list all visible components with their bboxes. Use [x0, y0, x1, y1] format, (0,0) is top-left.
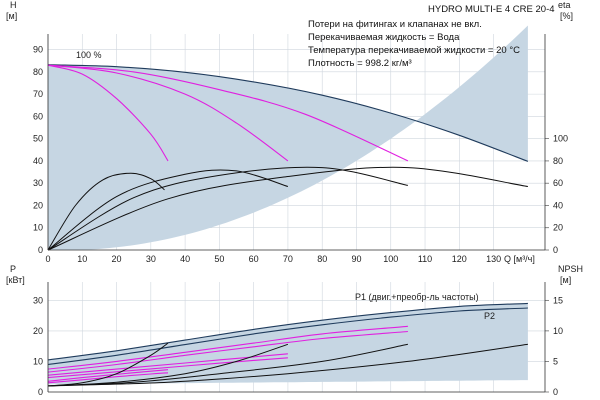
head-efficiency-panel: 0102030405060708090020406080100H[м]eta[%…: [6, 0, 573, 264]
curve-npsh-3: [47, 343, 408, 387]
y-left-tick-label: 40: [33, 156, 43, 166]
curve-eta-3: [47, 166, 408, 251]
p2-label: P2: [484, 311, 495, 321]
curve-h-1: [47, 64, 169, 162]
x-tick-label: 120: [452, 254, 467, 264]
curve-eta-2: [47, 169, 289, 251]
y-left-tick-label: 30: [33, 178, 43, 188]
x-tick-label: 110: [418, 254, 432, 264]
y-right-tick-label: 5: [553, 356, 558, 366]
curve-eta-4: [47, 166, 528, 251]
x-tick-label: 70: [283, 254, 293, 264]
y-left-tick-label: 30: [33, 295, 43, 305]
y-left-tick-label: 20: [33, 326, 43, 336]
y-left-tick-label: 0: [38, 387, 43, 397]
curve-h-100: [47, 64, 529, 162]
y-left-label: P: [10, 264, 16, 274]
y-right-tick-label: 20: [553, 223, 563, 233]
x-tick-label: 30: [146, 254, 156, 264]
curve-npsh-4: [47, 343, 528, 387]
curve-h-2: [47, 64, 289, 162]
chart-title: HYDRO MULTI-E 4 CRE 20-4: [428, 4, 555, 15]
x-tick-label: 50: [214, 254, 224, 264]
curve-p1-2: [47, 325, 408, 370]
p1-label: P1 (двиг.+преобр-ль частоты): [355, 292, 479, 302]
curve-p1-100: [47, 302, 528, 361]
note-1: Потери на фитингах и клапанах не вкл.: [308, 19, 482, 30]
x-tick-label: 60: [249, 254, 259, 264]
curve-p2-4: [47, 372, 169, 384]
x-tick-label: 10: [77, 254, 87, 264]
speed-label: 100 %: [76, 50, 102, 60]
y-left-tick-label: 70: [33, 89, 43, 99]
x-axis-label: Q [м³/ч]: [504, 254, 535, 264]
y-left-unit: [кВт]: [6, 275, 25, 285]
y-left-tick-label: 60: [33, 111, 43, 121]
curve-npsh-1: [47, 342, 169, 387]
y-left-tick-label: 10: [33, 223, 43, 233]
curve-p2-2: [47, 330, 408, 373]
x-tick-label: 0: [45, 254, 50, 264]
x-tick-label: 130: [486, 254, 501, 264]
curve-p2-100: [47, 307, 528, 366]
y-left-tick-label: 10: [33, 356, 43, 366]
y-left-tick-label: 90: [33, 45, 43, 55]
x-tick-label: 90: [351, 254, 361, 264]
y-left-label: H: [10, 0, 17, 10]
y-right-tick-label: 60: [553, 178, 563, 188]
operating-envelope: [48, 25, 528, 250]
y-right-tick-label: 100: [553, 134, 568, 144]
y-left-tick-label: 0: [38, 245, 43, 255]
curve-p2-3: [47, 357, 288, 379]
y-left-tick-label: 50: [33, 134, 43, 144]
curve-p1-4: [47, 369, 169, 382]
curve-eta-1: [47, 172, 165, 251]
x-tick-label: 20: [112, 254, 122, 264]
y-right-tick-label: 15: [553, 295, 563, 305]
power-npsh-panel: 0 10 20 30 0 5 10 15 P[кВт] NPSH[м] P1 (двиг.+прео…: [6, 264, 583, 397]
x-tick-label: 100: [383, 254, 398, 264]
y-left-tick-label: 80: [33, 67, 43, 77]
y-right-unit: [%]: [560, 11, 573, 21]
y-right-tick-label: 40: [553, 200, 563, 210]
y-right-label: NPSH: [558, 264, 583, 274]
curve-h-3: [47, 64, 409, 162]
note-3: Температура перекачиваемой жидкости = 20…: [308, 45, 520, 56]
y-right-tick-label: 0: [553, 387, 558, 397]
x-tick-label: 40: [180, 254, 190, 264]
note-2: Перекачиваемая жидкость = Вода: [308, 32, 460, 43]
y-right-unit: [м]: [560, 275, 571, 285]
y-right-label: eta: [558, 0, 571, 10]
y-right-tick-label: 10: [553, 326, 563, 336]
y-left-unit: [м]: [6, 11, 17, 21]
x-tick-label: 80: [317, 254, 327, 264]
y-left-tick-label: 20: [33, 200, 43, 210]
y-right-tick-label: 0: [553, 245, 558, 255]
note-4: Плотность = 998.2 кг/м³: [308, 58, 412, 69]
y-right-tick-label: 80: [553, 156, 563, 166]
